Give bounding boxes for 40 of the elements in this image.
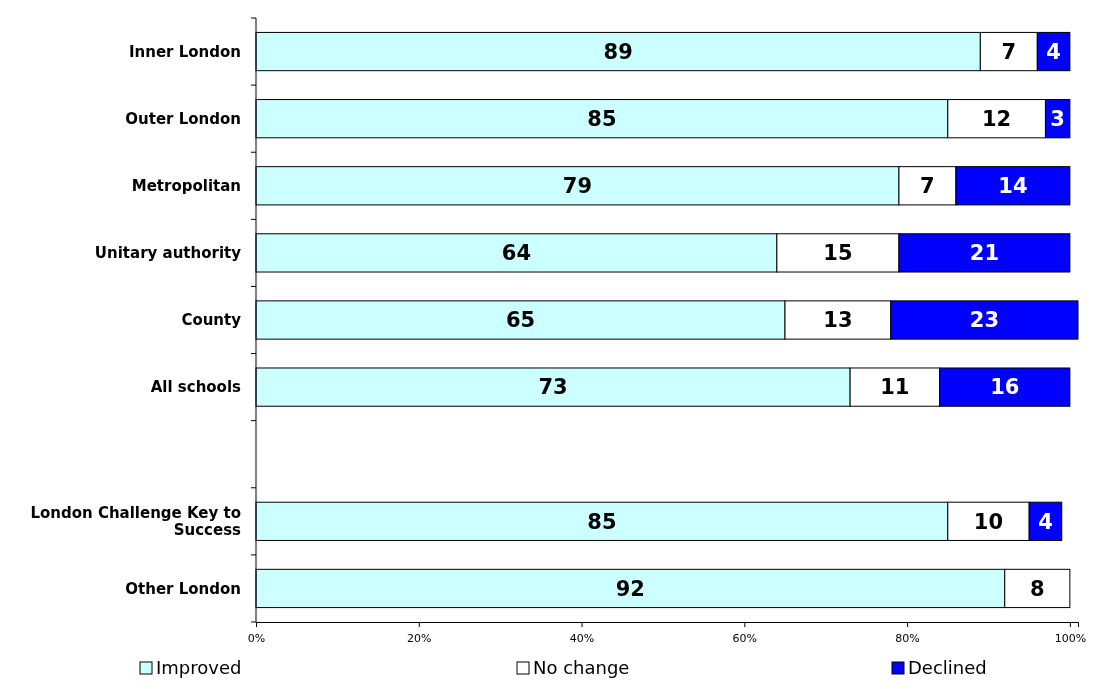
data-label: 85	[587, 107, 617, 132]
x-tick-label: 0%	[247, 632, 266, 646]
y-tick-label: London Challenge Key to Success	[30, 504, 242, 540]
y-tick-label: Other London	[125, 579, 241, 598]
data-label: 7	[1001, 39, 1017, 64]
legend-label: Declined	[908, 657, 987, 679]
x-tick-label: 100%	[1054, 632, 1087, 646]
legend-label: Improved	[156, 657, 242, 679]
data-label: 23	[969, 308, 1000, 333]
data-label: 64	[501, 241, 532, 266]
data-label: 85	[587, 509, 617, 534]
data-label: 89	[603, 39, 633, 64]
y-tick-label: All schools	[150, 378, 242, 397]
x-tick-label: 80%	[895, 632, 920, 646]
y-tick-label: County	[181, 311, 242, 330]
y-tick-label: Unitary authority	[94, 244, 242, 263]
data-label: 92	[615, 576, 645, 601]
data-label: 3	[1050, 107, 1065, 132]
data-label: 21	[969, 241, 1000, 266]
y-tick-label: Inner London	[129, 42, 241, 61]
x-tick-label: 60%	[732, 632, 758, 646]
data-label: 14	[998, 174, 1028, 199]
data-label: 7	[920, 174, 935, 199]
data-label: 65	[505, 308, 536, 333]
data-label: 13	[823, 308, 853, 333]
x-tick-label: 40%	[569, 632, 595, 646]
data-label: 4	[1046, 39, 1061, 64]
y-tick-label: Outer London	[125, 109, 241, 128]
data-label: 8	[1029, 576, 1045, 601]
y-tick-label: Metropolitan	[131, 177, 241, 196]
data-label: 11	[880, 375, 910, 400]
data-label: 10	[973, 509, 1004, 534]
data-label: 4	[1038, 509, 1053, 534]
x-tick-label: 20%	[407, 632, 432, 646]
legend-label: No change	[533, 657, 630, 679]
data-label: 73	[538, 375, 568, 400]
data-label: 79	[562, 174, 593, 199]
data-label: 16	[990, 375, 1020, 400]
data-label: 12	[982, 107, 1012, 132]
data-label: 15	[823, 241, 853, 266]
